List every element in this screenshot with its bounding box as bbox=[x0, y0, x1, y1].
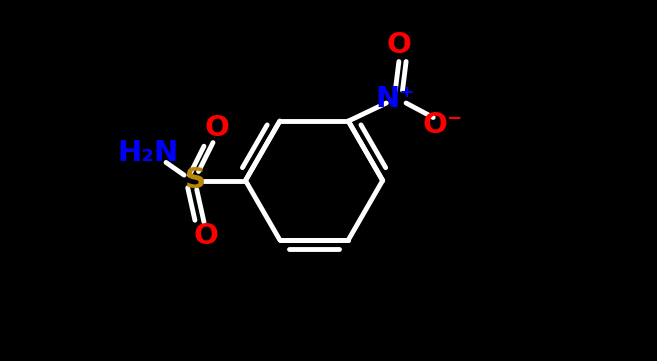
Text: N⁺: N⁺ bbox=[375, 86, 415, 113]
Text: O⁻: O⁻ bbox=[422, 111, 463, 139]
Text: O: O bbox=[193, 222, 218, 251]
Text: O: O bbox=[204, 114, 229, 142]
Text: O: O bbox=[386, 31, 411, 59]
Text: S: S bbox=[185, 166, 206, 195]
Text: H₂N: H₂N bbox=[118, 139, 179, 168]
